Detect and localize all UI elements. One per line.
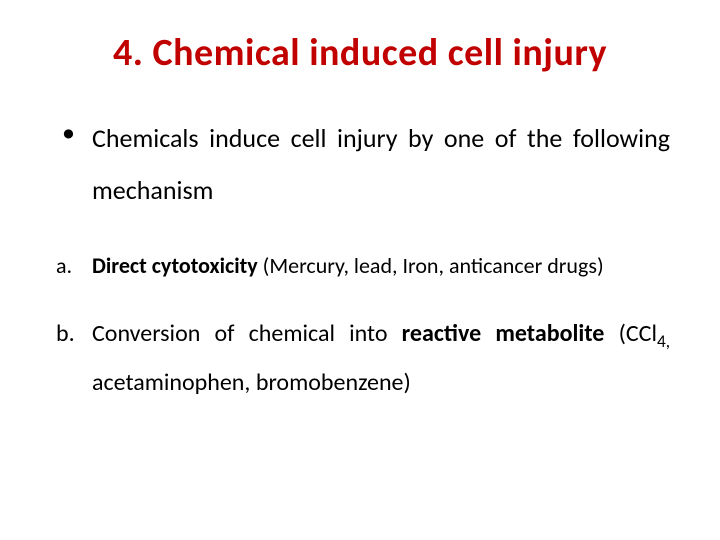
sub-text-a: Direct cytotoxicity (Mercury, lead, Iron…	[92, 244, 670, 288]
sub-b-postpre: (CCl	[604, 319, 657, 348]
sub-item-a: a. Direct cytotoxicity (Mercury, lead, I…	[50, 244, 670, 288]
sub-item-b: b. Conversion of chemical into reactive …	[50, 310, 670, 407]
sub-b-subscript: 4,	[657, 331, 670, 352]
bullet-text: Chemicals induce cell injury by one of t…	[92, 112, 670, 216]
sub-a-bold: Direct cytotoxicity	[92, 252, 258, 279]
sub-b-pre: Conversion of chemical into	[92, 319, 402, 348]
bullet-item: Chemicals induce cell injury by one of t…	[50, 112, 670, 216]
sub-b-bold: reactive metabolite	[402, 319, 605, 348]
bullet-list: Chemicals induce cell injury by one of t…	[50, 112, 670, 216]
slide: 4. Chemical induced cell injury Chemical…	[0, 0, 720, 540]
slide-title: 4. Chemical induced cell injury	[50, 30, 670, 76]
sub-marker-b: b.	[56, 310, 75, 358]
sub-marker-a: a.	[56, 244, 72, 288]
sub-text-b: Conversion of chemical into reactive met…	[92, 310, 670, 407]
sub-b-post: acetaminophen, bromobenzene)	[92, 368, 411, 397]
sub-a-rest: (Mercury, lead, Iron, anticancer drugs)	[258, 252, 604, 279]
